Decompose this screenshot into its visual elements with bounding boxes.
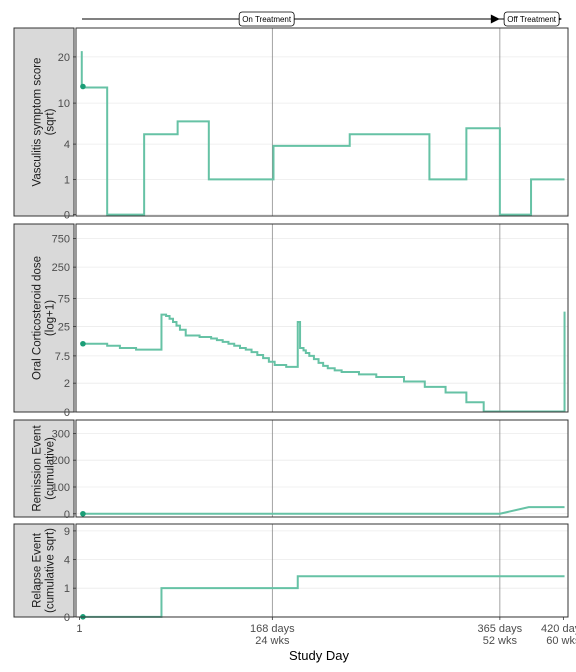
- panel-border: [75, 27, 569, 217]
- y-tick-label: 250: [52, 262, 70, 274]
- panel-2: Oral Corticosteroid dose (log+1) 0 2 7.5 25 75…: [13, 223, 569, 419]
- panel-strip: [13, 523, 75, 618]
- panel-strip-label: (cumulative): [45, 437, 57, 500]
- y-tick-label: 4: [64, 555, 70, 567]
- panel-background: [76, 524, 568, 617]
- panel-strip-label: Remission Event: [32, 425, 44, 512]
- y-tick-label: 10: [58, 98, 70, 110]
- panel-strip-label: (log+1): [45, 300, 57, 336]
- baseline-point: [80, 340, 86, 347]
- x-tick-label: 1: [76, 623, 82, 635]
- x-tick-label: 60 wks: [546, 635, 576, 647]
- chart-panels: Vasculitis symptom score (sqrt)0141020Ora…: [13, 27, 569, 624]
- panel-border: [75, 419, 569, 518]
- x-tick-label: 24 wks: [255, 635, 290, 647]
- y-tick-label: 75: [58, 293, 70, 305]
- y-tick-label: 100: [52, 482, 70, 494]
- y-tick-label: 25: [58, 322, 70, 334]
- y-tick-label: 0: [64, 210, 70, 222]
- phase-arrowhead: [490, 14, 500, 24]
- y-tick-label: 2: [64, 378, 70, 390]
- y-tick-label: 0: [64, 509, 70, 521]
- panel-strip-label: Relapse Event: [32, 532, 44, 608]
- panel-4: Relapse Event (cumulative sqrt) 0 1 4 9: [13, 523, 569, 624]
- x-tick-label: 168 days: [250, 623, 295, 635]
- y-tick-label: 4: [64, 139, 70, 151]
- panel-strip-label: Oral Corticosteroid dose: [32, 256, 44, 380]
- y-tick-label: 0: [64, 612, 70, 624]
- panel-1: Vasculitis symptom score (sqrt) 0 1 4 10 20: [13, 27, 569, 222]
- baseline-point: [80, 83, 86, 90]
- series-line: [80, 51, 565, 216]
- y-tick-label: 300: [52, 428, 70, 440]
- x-tick-label: 365 days: [478, 623, 523, 635]
- y-tick-label: 750: [52, 233, 70, 245]
- y-tick-label: 7.5: [55, 351, 70, 363]
- panel-strip-label: (sqrt): [45, 108, 57, 135]
- panel-border: [75, 223, 569, 413]
- y-tick-label: 0: [64, 407, 70, 419]
- panel-strip: [13, 223, 75, 413]
- x-tick-label: 52 wks: [483, 635, 518, 647]
- panel-strip: [13, 27, 75, 217]
- treatment-phase-track: On Treatment Off Treatment: [82, 11, 562, 27]
- panel-border: [75, 523, 569, 618]
- baseline-point: [80, 510, 86, 517]
- phase-label: Off Treatment: [507, 15, 557, 24]
- panel-strip-label: (cumulative sqrt): [45, 528, 57, 613]
- panel-background: [76, 28, 568, 216]
- series-line: [82, 506, 565, 515]
- y-tick-label: 1: [64, 174, 70, 186]
- panel-strip-label: Vasculitis symptom score: [32, 58, 44, 187]
- y-tick-label: 200: [52, 455, 70, 467]
- phase-label: On Treatment: [242, 15, 292, 24]
- panel-background: [76, 420, 568, 517]
- y-tick-label: 9: [64, 526, 70, 538]
- x-axis-title: Study Day: [289, 648, 349, 663]
- y-tick-label: 1: [64, 583, 70, 595]
- panel-background: [76, 224, 568, 412]
- series-line: [82, 311, 566, 413]
- panel-strip: [13, 419, 75, 518]
- phase-label-box: [503, 11, 560, 27]
- x-tick-label: 420 days: [541, 623, 576, 635]
- panel-3: Remission Event (cumulative) 0 100 200 300: [13, 419, 569, 521]
- phase-label-box: [238, 11, 295, 27]
- y-tick-label: 20: [58, 52, 70, 64]
